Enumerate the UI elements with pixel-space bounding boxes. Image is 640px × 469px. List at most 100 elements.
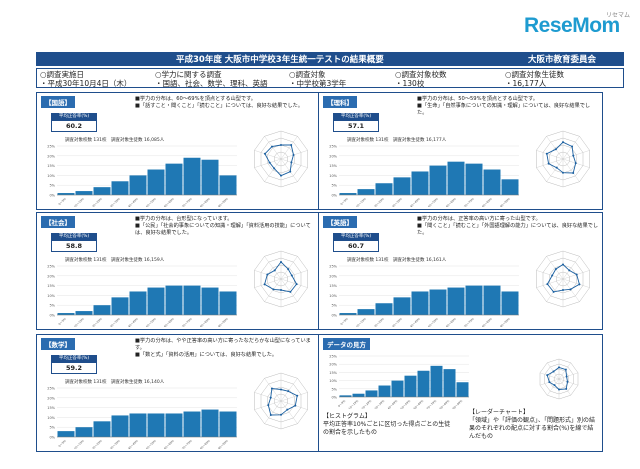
- radar-spoke: [280, 278, 308, 288]
- note-line: ■学力の分布は、正答率の高い方に寄った山型です。: [417, 216, 541, 222]
- histogram-bar: [129, 291, 147, 315]
- radar-spoke: [280, 278, 298, 302]
- histogram-bar: [183, 157, 201, 195]
- x-tick-label: 80～89%: [438, 399, 450, 409]
- radar-spoke: [536, 158, 564, 168]
- participant-counts: 調査対象校数 131校 調査対象生徒数 16,161人: [347, 258, 447, 263]
- y-tick-label: 5%: [49, 304, 55, 308]
- radar-point: [280, 144, 282, 146]
- radar-point: [268, 161, 271, 164]
- radar-point: [273, 269, 276, 272]
- y-tick-label: 10%: [329, 379, 337, 383]
- y-tick-label: 25%: [329, 265, 337, 269]
- score-label: 平均正答率(%): [51, 355, 97, 362]
- radar-chart: [254, 130, 308, 188]
- radar-chart: [254, 250, 308, 308]
- radar-spoke: [558, 372, 579, 380]
- resemom-logo[interactable]: リセマム ReseMom: [524, 10, 636, 46]
- histogram-bar: [93, 305, 111, 315]
- note-line: ■「生命」「自然事象についての知識・理解」については、良好な結果でした。: [417, 103, 591, 116]
- histogram-bar: [219, 291, 237, 315]
- x-tick-label: 30～39%: [109, 317, 121, 327]
- histogram-bar: [465, 163, 483, 195]
- average-score: 57.1: [333, 120, 379, 132]
- radar-point: [294, 404, 297, 407]
- radar-spoke: [558, 378, 571, 396]
- radar-point: [574, 162, 577, 165]
- histogram-bar: [93, 421, 111, 437]
- panel-science: 【理科】 ■学力の分布は、50～59%を頂点とする山型です。 ■「生命」「自然事象に…: [318, 92, 603, 210]
- radar-spoke: [254, 158, 282, 168]
- histogram-bar: [447, 161, 465, 195]
- radar-point: [562, 289, 564, 292]
- result-notes: ■学力の分布は、50～59%を頂点とする山型です。 ■「生命」「自然事象についての…: [417, 96, 599, 117]
- participant-counts: 調査対象校数 131校 調査対象生徒数 16,085人: [65, 138, 165, 143]
- radar-spoke: [280, 256, 298, 280]
- histogram-bar: [483, 169, 501, 195]
- histogram-bar: [129, 175, 147, 195]
- x-tick-label: 10～19%: [355, 317, 367, 327]
- histogram-bar: [147, 413, 165, 437]
- score-histogram: 0% 5% 10% 15% 20% 25% 0～9% 10～19% 20～29% 30～39% 40…: [329, 145, 519, 207]
- radar-spoke: [536, 278, 564, 288]
- info-value: ・国語、社会、数学、理科、英語: [155, 79, 268, 88]
- x-tick-label: 90～99%: [499, 317, 511, 327]
- panel-english: 【英語】 ■学力の分布は、正答率の高い方に寄った山型です。 ■「聞くこと」「読むこと…: [318, 212, 603, 330]
- x-tick-label: 80～89%: [199, 317, 211, 327]
- histogram-bar: [429, 289, 447, 315]
- y-tick-label: 25%: [47, 387, 55, 391]
- histogram-bar: [75, 427, 93, 437]
- y-tick-label: 10%: [329, 294, 337, 298]
- y-tick-label: 25%: [47, 265, 55, 269]
- legend-histogram: 0% 5% 10% 15% 20% 25% 0～9% 10～19% 20～29% 30～39% 40…: [329, 355, 469, 409]
- average-score: 60.7: [333, 240, 379, 252]
- histogram-bar: [365, 390, 378, 397]
- radar-series-line: [267, 388, 298, 416]
- radar-spoke: [546, 136, 564, 160]
- x-tick-label: 50～59%: [427, 317, 439, 327]
- x-tick-label: 0～9%: [337, 399, 346, 408]
- x-tick-label: 0～9%: [58, 439, 67, 448]
- y-tick-label: 10%: [47, 174, 55, 178]
- x-tick-label: 90～99%: [499, 197, 511, 207]
- radar-point: [270, 145, 273, 148]
- x-tick-label: 80～89%: [481, 197, 493, 207]
- histogram-bar: [339, 395, 352, 397]
- x-tick-label: 10～19%: [347, 399, 359, 409]
- radar-spoke: [562, 256, 580, 280]
- y-tick-label: 15%: [329, 284, 337, 288]
- histogram-bar: [165, 163, 183, 195]
- radar-point: [562, 171, 564, 174]
- y-tick-label: 5%: [331, 184, 337, 188]
- histogram-bar: [404, 375, 417, 397]
- radar-point: [572, 172, 575, 175]
- x-tick-label: 30～39%: [109, 197, 121, 207]
- radar-point: [555, 166, 558, 169]
- x-tick-label: 70～79%: [181, 197, 193, 207]
- y-tick-label: 10%: [47, 416, 55, 420]
- x-tick-label: 0～9%: [340, 197, 349, 206]
- result-notes: ■学力の分布は、60～69%を頂点とする山型です。 ■「話すこと・聞くこと」「読む…: [135, 96, 317, 110]
- x-tick-label: 0～9%: [58, 317, 67, 326]
- legend-histogram-text: 平均正答率10%ごとに区切った得点ごとの生徒の割合を示したもの: [323, 421, 451, 436]
- x-tick-label: 90～99%: [217, 439, 229, 449]
- note-line: ■学力の分布は、60～69%を頂点とする山型です。: [135, 96, 256, 102]
- note-line: ■「聞くこと」「読むこと」「外国語理解の能力」については、良好な結果でした。: [417, 223, 599, 236]
- radar-point: [290, 143, 293, 146]
- radar-spoke: [254, 278, 282, 288]
- radar-spoke: [562, 278, 590, 288]
- radar-chart: [536, 250, 590, 308]
- y-tick-label: 25%: [47, 145, 55, 149]
- legend-histogram-title: 【ヒストグラム】: [323, 413, 371, 420]
- x-tick-label: 10～19%: [73, 197, 85, 207]
- radar-point: [575, 273, 578, 276]
- x-tick-label: 90～99%: [451, 399, 463, 409]
- x-tick-label: 10～19%: [355, 197, 367, 207]
- histogram-bar: [147, 287, 165, 315]
- x-tick-label: 60～69%: [445, 317, 457, 327]
- radar-spoke: [264, 378, 282, 402]
- radar-point: [565, 375, 568, 378]
- x-tick-label: 50～59%: [145, 439, 157, 449]
- y-tick-label: 0%: [49, 314, 55, 318]
- radar-point: [552, 290, 555, 293]
